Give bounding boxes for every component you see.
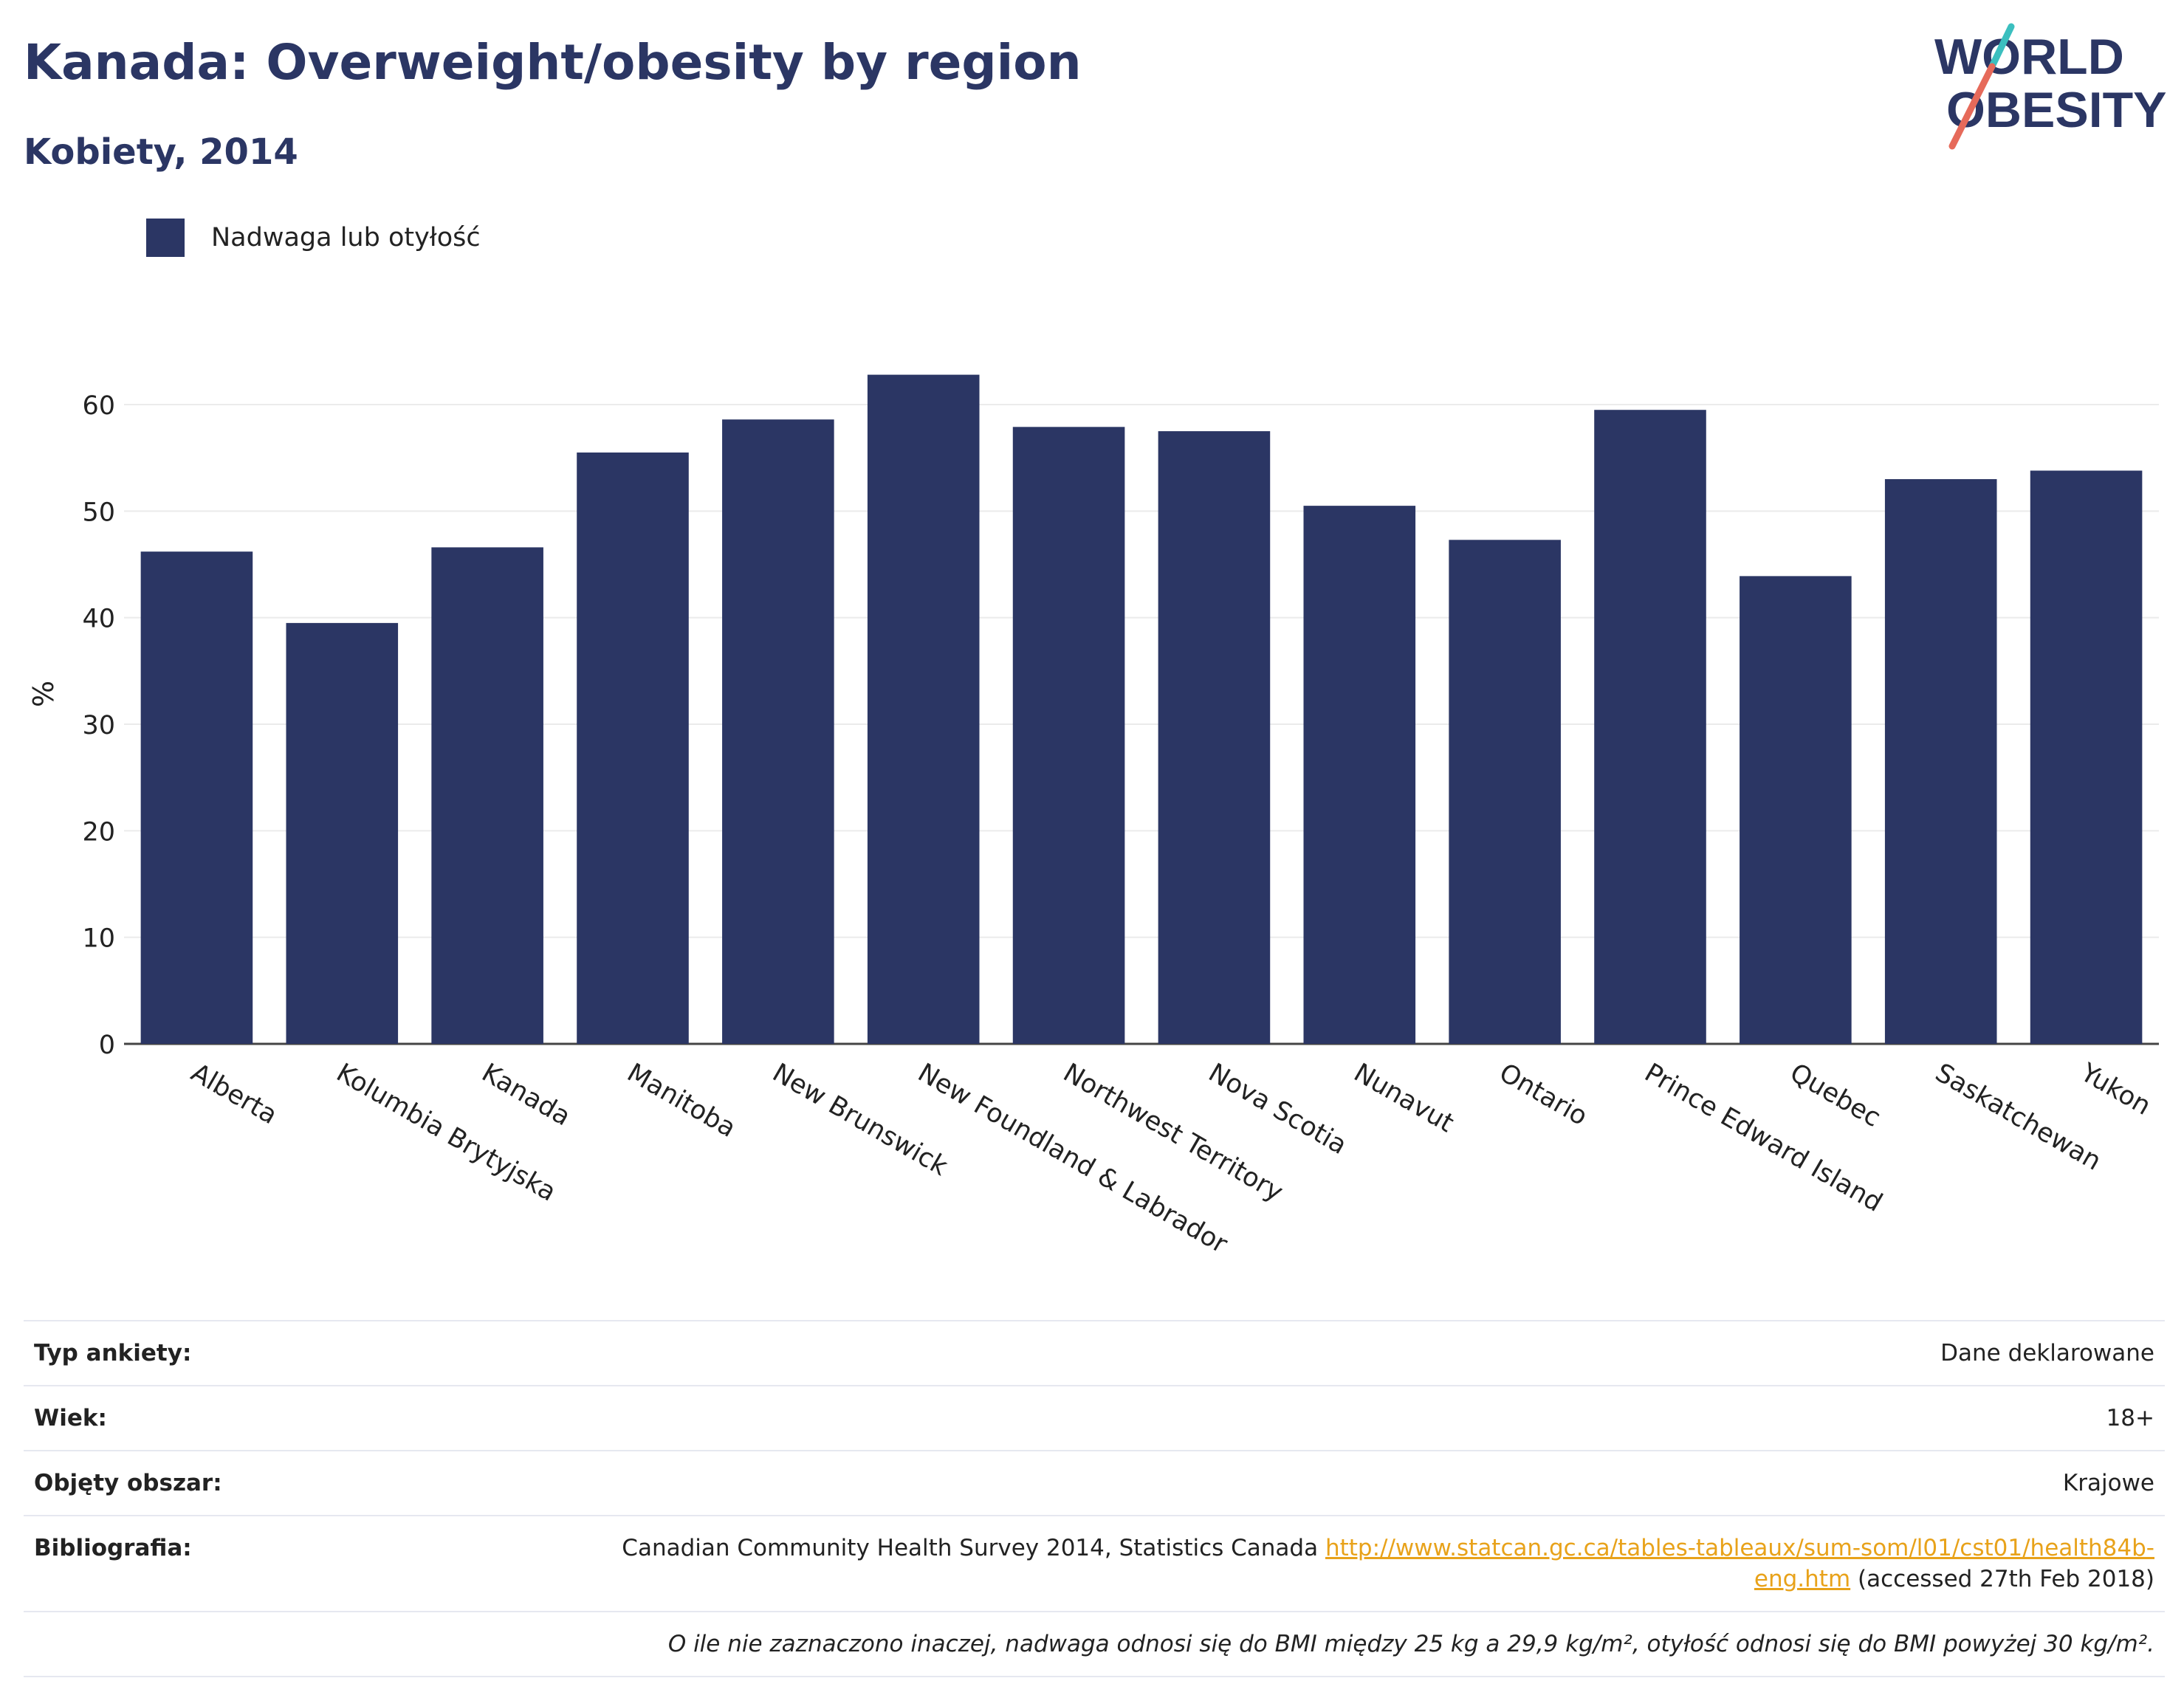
bibliography-link[interactable]: http://www.statcan.gc.ca/tables-tableaux… (1325, 1535, 2154, 1592)
x-tick-label: Manitoba (622, 1058, 741, 1144)
legend-label: Nadwaga lub otyłość (211, 223, 481, 252)
logo-slash-teal (1988, 23, 2015, 70)
bar[interactable] (1594, 410, 1706, 1044)
info-table: Typ ankiety: Dane deklarowane Wiek: 18+ … (24, 1320, 2165, 1677)
bar[interactable] (1012, 427, 1125, 1044)
x-tick-label: Yukon (2075, 1058, 2155, 1121)
y-tick-label: 30 (82, 711, 115, 740)
x-tick-label: Ontario (1494, 1058, 1593, 1132)
y-tick-label: 0 (99, 1031, 115, 1060)
bar[interactable] (286, 622, 399, 1044)
info-row-note: O ile nie zaznaczono inaczej, nadwaga od… (24, 1611, 2165, 1677)
age-label: Wiek: (34, 1405, 107, 1431)
bar[interactable] (1884, 479, 1997, 1044)
area-value: Krajowe (2062, 1470, 2154, 1496)
logo-slash-coral (1948, 63, 1996, 150)
bmi-note: O ile nie zaznaczono inaczej, nadwaga od… (667, 1631, 2154, 1657)
legend-swatch (146, 219, 185, 257)
y-axis-label: % (27, 681, 60, 707)
bar[interactable] (1158, 431, 1271, 1044)
bar[interactable] (867, 374, 980, 1044)
bibliography-suffix: (accessed 27th Feb 2018) (1850, 1566, 2154, 1592)
info-row-age: Wiek: 18+ (24, 1385, 2165, 1450)
survey-type-label: Typ ankiety: (34, 1340, 192, 1366)
bibliography-value: Canadian Community Health Survey 2014, S… (530, 1533, 2154, 1595)
y-tick-label: 50 (82, 498, 115, 527)
bibliography-label: Bibliografia: (34, 1535, 192, 1561)
chart-legend[interactable]: Nadwaga lub otyłość (146, 219, 481, 257)
y-tick-label: 40 (82, 605, 115, 634)
x-tick-label: Kanada (477, 1058, 576, 1132)
bar[interactable] (722, 419, 834, 1044)
y-tick-label: 10 (82, 924, 115, 954)
y-tick-label: 60 (82, 391, 115, 421)
logo-text-world: WORLD (1934, 29, 2124, 85)
info-row-area: Objęty obszar: Krajowe (24, 1450, 2165, 1515)
bar[interactable] (431, 547, 543, 1044)
info-row-bibliography: Bibliografia: Canadian Community Health … (24, 1515, 2165, 1611)
bar[interactable] (140, 551, 253, 1044)
bar[interactable] (1740, 576, 1852, 1044)
chart-subtitle: Kobiety, 2014 (24, 131, 298, 173)
x-tick-label: Quebec (1785, 1058, 1885, 1133)
bar[interactable] (577, 452, 689, 1044)
x-tick-label: Prince Edward Island (1640, 1058, 1888, 1218)
bar[interactable] (2030, 470, 2143, 1044)
x-tick-label: Nunavut (1349, 1058, 1459, 1138)
x-tick-label: Nova Scotia (1203, 1058, 1352, 1161)
world-obesity-logo: WORLD OBESITY (1934, 23, 2167, 150)
y-tick-label: 20 (82, 817, 115, 847)
bar[interactable] (1303, 506, 1416, 1044)
info-row-survey-type: Typ ankiety: Dane deklarowane (24, 1320, 2165, 1385)
gridlines (124, 404, 2159, 1045)
x-tick-label: Alberta (186, 1058, 282, 1130)
survey-type-value: Dane deklarowane (1940, 1340, 2154, 1366)
bars (140, 374, 2143, 1044)
y-tick-labels: 0 10 20 30 40 50 60 (82, 391, 115, 1060)
area-label: Objęty obszar: (34, 1470, 222, 1496)
age-value: 18+ (2106, 1405, 2154, 1431)
bar[interactable] (1449, 540, 1561, 1044)
bibliography-text: Canadian Community Health Survey 2014, S… (622, 1535, 1325, 1561)
chart-title: Kanada: Overweight/obesity by region (24, 34, 1082, 91)
